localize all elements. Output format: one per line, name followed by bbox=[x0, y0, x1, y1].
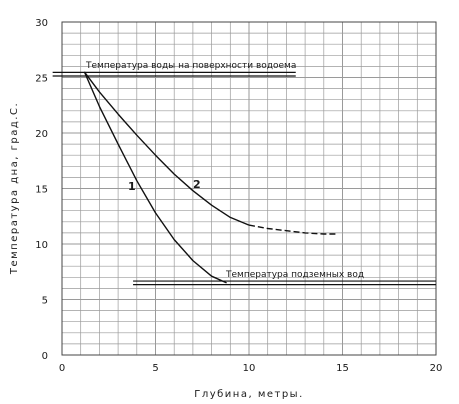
x-tick-label: 20 bbox=[430, 363, 443, 374]
data-curves bbox=[83, 71, 337, 284]
curve-label-2: 2 bbox=[193, 178, 201, 191]
x-tick-label: 10 bbox=[243, 363, 256, 374]
x-tick-label: 15 bbox=[336, 363, 349, 374]
ref-label-surface: Температура воды на поверхности водоема bbox=[85, 61, 296, 71]
x-tick-label: 5 bbox=[152, 363, 158, 374]
curve-2-dashed bbox=[248, 224, 337, 235]
y-tick-label: 30 bbox=[35, 18, 48, 29]
curve-1 bbox=[83, 71, 227, 284]
grid-lines bbox=[61, 21, 437, 356]
reference-lines bbox=[52, 71, 436, 286]
x-tick-label: 0 bbox=[59, 363, 65, 374]
tick-labels: 0 5 10 15 20 0 5 10 15 20 25 30 bbox=[35, 18, 442, 374]
y-tick-label: 20 bbox=[35, 129, 48, 140]
curve-label-1: 1 bbox=[128, 180, 136, 193]
y-tick-label: 25 bbox=[35, 74, 48, 85]
x-axis-title: Глубина, метры. bbox=[194, 389, 304, 400]
plot-frame bbox=[61, 21, 437, 356]
y-axis-title: Температура дна, град.С. bbox=[9, 102, 20, 275]
curve-2 bbox=[83, 71, 250, 226]
ref-label-ground: Температура подземных вод bbox=[225, 270, 364, 280]
y-tick-label: 15 bbox=[35, 185, 48, 196]
y-tick-label: 0 bbox=[42, 351, 48, 362]
y-tick-label: 10 bbox=[35, 240, 48, 251]
y-tick-label: 5 bbox=[42, 296, 48, 307]
